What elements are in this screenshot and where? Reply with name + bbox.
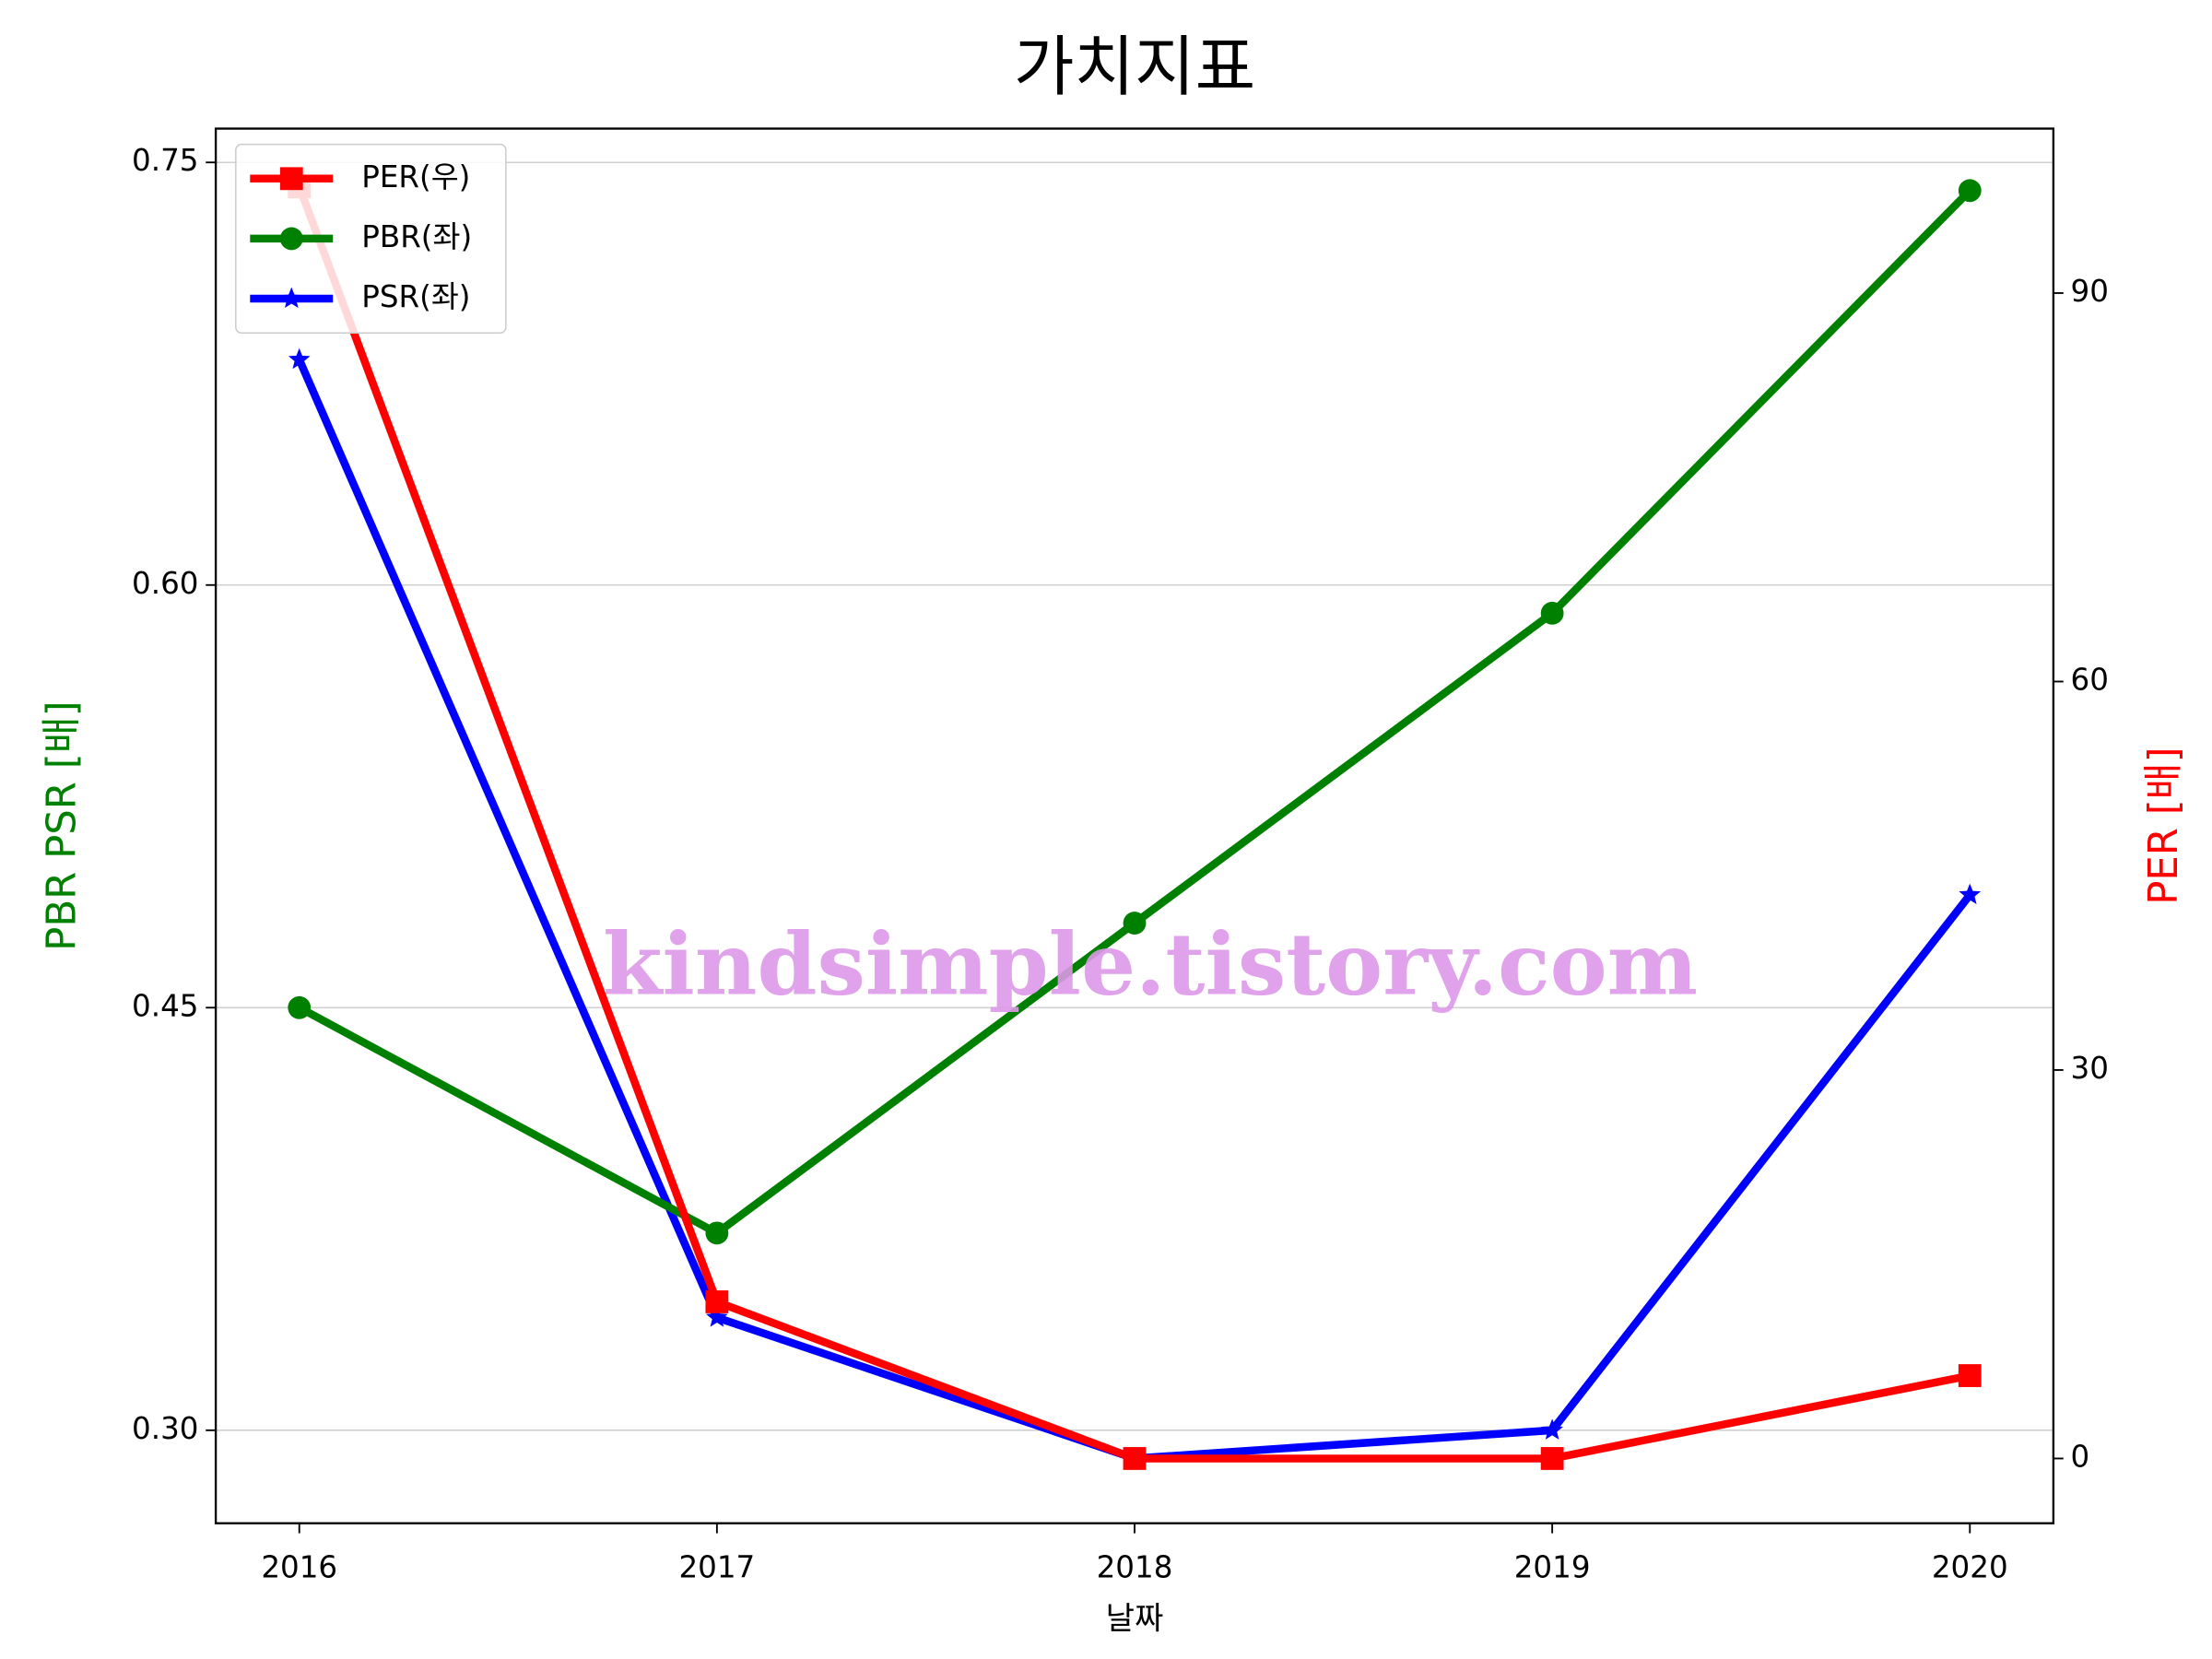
chart-title: 가치지표 bbox=[1014, 29, 1255, 105]
y2-axis-label: PER [배] bbox=[2141, 747, 2187, 904]
marker bbox=[705, 1290, 729, 1313]
legend-label: PBR(좌) bbox=[361, 219, 472, 254]
marker bbox=[1958, 179, 1982, 203]
x-tick-label: 2016 bbox=[261, 1549, 337, 1584]
marker bbox=[1959, 883, 1982, 905]
marker bbox=[1540, 1447, 1564, 1470]
marker bbox=[1958, 1364, 1982, 1387]
y-tick-label: 0.30 bbox=[132, 1411, 198, 1446]
marker bbox=[706, 1306, 728, 1327]
y-tick-label: 0.60 bbox=[132, 566, 198, 601]
y-tick-label: 0.75 bbox=[132, 143, 198, 178]
marker bbox=[705, 1221, 729, 1245]
marker bbox=[1123, 912, 1147, 935]
x-axis-label: 날짜 bbox=[1106, 1601, 1164, 1638]
y2-tick-label: 30 bbox=[2071, 1051, 2109, 1086]
y2-tick-label: 0 bbox=[2071, 1439, 2090, 1474]
x-tick-label: 2018 bbox=[1097, 1549, 1173, 1584]
legend-box bbox=[235, 143, 507, 335]
marker bbox=[280, 287, 303, 309]
legend-label: PER(우) bbox=[361, 159, 470, 194]
y2-tick-label: 60 bbox=[2071, 662, 2109, 697]
marker bbox=[279, 227, 303, 251]
marker bbox=[279, 167, 303, 191]
y-axis-label: PBR PSR [배] bbox=[39, 700, 85, 950]
x-tick-label: 2017 bbox=[678, 1549, 755, 1584]
marker bbox=[288, 347, 311, 370]
x-tick-label: 2019 bbox=[1514, 1549, 1591, 1584]
legend-label: PSR(좌) bbox=[361, 279, 470, 314]
marker bbox=[1540, 601, 1564, 625]
legend: PER(우) PBR(좌) PSR(좌) bbox=[235, 143, 507, 335]
marker bbox=[1123, 1447, 1147, 1470]
series bbox=[288, 179, 1982, 1245]
y-tick-label: 0.45 bbox=[132, 988, 198, 1023]
y2-tick-label: 90 bbox=[2071, 274, 2109, 309]
plot-frame bbox=[214, 127, 2055, 1524]
watermark: kindsimple.tistory.com bbox=[603, 914, 1698, 1015]
x-tick-label: 2020 bbox=[1932, 1549, 2008, 1584]
marker bbox=[1541, 1418, 1563, 1440]
marker bbox=[288, 995, 312, 1019]
